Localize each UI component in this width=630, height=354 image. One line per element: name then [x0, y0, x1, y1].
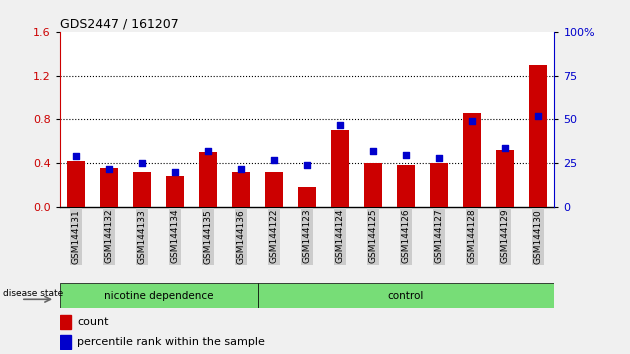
Bar — [265, 172, 284, 207]
Point — [533, 113, 543, 119]
Text: GSM144122: GSM144122 — [270, 209, 278, 263]
Point — [71, 153, 81, 159]
Bar — [463, 113, 481, 207]
Point — [170, 169, 180, 175]
Text: GSM144127: GSM144127 — [435, 209, 444, 263]
Bar — [529, 65, 547, 207]
Bar — [199, 152, 217, 207]
Point — [269, 157, 279, 162]
Point — [335, 122, 345, 127]
Text: GSM144131: GSM144131 — [72, 209, 81, 264]
Bar — [298, 187, 316, 207]
Bar — [133, 172, 151, 207]
Text: GSM144135: GSM144135 — [203, 209, 213, 264]
Bar — [331, 130, 349, 207]
Point — [368, 148, 378, 154]
Text: GSM144125: GSM144125 — [369, 209, 377, 263]
Point — [236, 166, 246, 171]
Text: GSM144136: GSM144136 — [237, 209, 246, 264]
Text: GSM144133: GSM144133 — [138, 209, 147, 264]
Text: GSM144123: GSM144123 — [302, 209, 312, 263]
Text: GSM144134: GSM144134 — [171, 209, 180, 263]
Bar — [364, 163, 382, 207]
Bar — [232, 172, 250, 207]
Bar — [258, 283, 554, 308]
Point — [105, 166, 115, 171]
Point — [302, 162, 312, 168]
Point — [203, 148, 213, 154]
Text: GSM144128: GSM144128 — [467, 209, 476, 263]
Bar — [496, 150, 514, 207]
Point — [500, 145, 510, 150]
Text: GSM144132: GSM144132 — [105, 209, 114, 263]
Point — [467, 118, 477, 124]
Bar — [60, 315, 71, 329]
Bar — [60, 335, 71, 348]
Point — [401, 152, 411, 157]
Text: GDS2447 / 161207: GDS2447 / 161207 — [60, 18, 178, 31]
Text: GSM144130: GSM144130 — [534, 209, 542, 264]
Point — [137, 160, 147, 166]
Text: GSM144129: GSM144129 — [500, 209, 510, 263]
Bar — [430, 163, 448, 207]
Text: count: count — [77, 318, 108, 327]
Point — [434, 155, 444, 161]
Text: nicotine dependence: nicotine dependence — [104, 291, 214, 301]
Text: GSM144126: GSM144126 — [401, 209, 411, 263]
Bar — [67, 161, 86, 207]
Text: disease state: disease state — [3, 290, 63, 298]
Text: GSM144124: GSM144124 — [336, 209, 345, 263]
Text: control: control — [388, 291, 424, 301]
Bar — [166, 176, 185, 207]
Text: percentile rank within the sample: percentile rank within the sample — [77, 337, 265, 347]
Bar — [397, 165, 415, 207]
Bar — [100, 168, 118, 207]
Bar — [60, 283, 258, 308]
